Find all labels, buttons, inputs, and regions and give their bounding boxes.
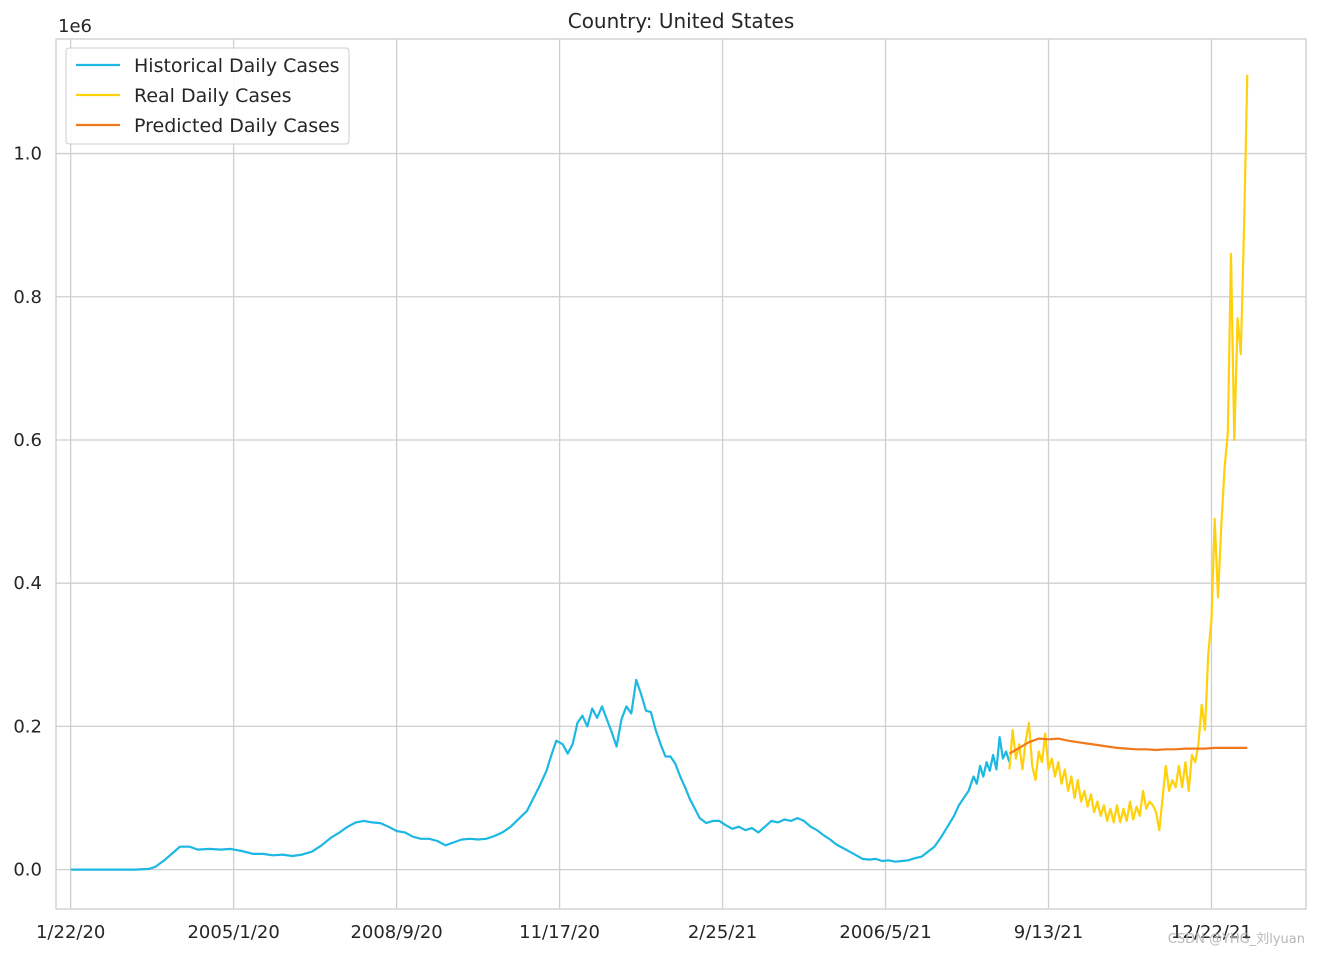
- x-tick-labels: 1/22/20 2005/1/20 2008/9/20 11/17/20 2/25/21…: [36, 922, 1252, 943]
- y-tick-label: 0.0: [13, 860, 42, 881]
- y-offset-label: 1e6: [58, 16, 92, 37]
- plot-frame: [55, 38, 1307, 910]
- chart-title: Country: United States: [568, 9, 795, 33]
- x-tick-label: 2005/1/20: [187, 922, 279, 943]
- y-tick-label: 0.6: [13, 430, 42, 451]
- series-line-predicted: [1008, 737, 1248, 755]
- legend-label-real: Real Daily Cases: [134, 85, 292, 107]
- legend-label-historical: Historical Daily Cases: [134, 55, 340, 77]
- watermark: CSDN @YHG_刘lyuan: [1168, 932, 1305, 947]
- legend-label-predicted: Predicted Daily Cases: [134, 115, 340, 137]
- x-tick-label: 2/25/21: [688, 922, 757, 943]
- x-tick-label: 2006/5/21: [839, 922, 931, 943]
- series-line-historical: [70, 678, 1011, 871]
- x-tick-label: 2008/9/20: [350, 922, 442, 943]
- series-lines: [70, 74, 1249, 871]
- x-tick-label: 12/22/21: [1171, 922, 1252, 943]
- x-tick-label: 11/17/20: [519, 922, 600, 943]
- y-tick-label: 0.4: [13, 573, 42, 594]
- y-tick-label: 0.8: [13, 287, 42, 308]
- x-tick-label: 1/22/20: [36, 922, 105, 943]
- legend: Historical Daily Cases Real Daily Cases …: [65, 47, 350, 145]
- legend-box: [65, 47, 350, 145]
- y-tick-label: 0.2: [13, 716, 42, 737]
- series-line-real: [1008, 74, 1249, 832]
- y-tick-label: 1.0: [13, 144, 42, 165]
- y-tick-labels: 0.0 0.2 0.4 0.6 0.8 1.0: [13, 144, 42, 881]
- x-tick-label: 9/13/21: [1014, 922, 1083, 943]
